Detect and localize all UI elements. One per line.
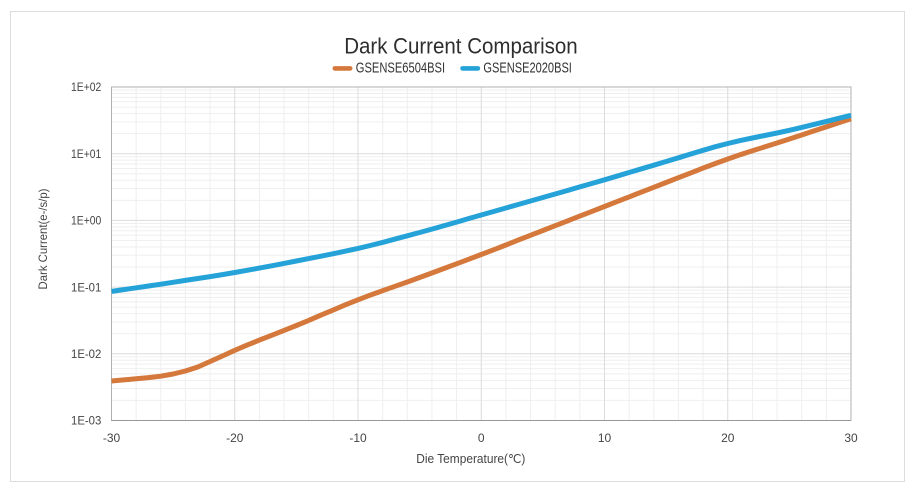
svg-text:-20: -20: [226, 431, 244, 445]
svg-text:1E+00: 1E+00: [71, 214, 102, 228]
svg-text:-10: -10: [349, 431, 367, 445]
svg-text:0: 0: [478, 431, 485, 445]
svg-text:-30: -30: [103, 431, 121, 445]
svg-text:1E-01: 1E-01: [71, 280, 102, 294]
svg-text:GSENSE6504BSI: GSENSE6504BSI: [356, 60, 445, 76]
svg-text:20: 20: [721, 431, 735, 445]
svg-text:1E+02: 1E+02: [71, 80, 102, 94]
svg-text:Die Temperature(℃): Die Temperature(℃): [416, 452, 525, 466]
svg-text:1E+01: 1E+01: [71, 147, 102, 161]
svg-text:10: 10: [598, 431, 612, 445]
svg-text:1E-03: 1E-03: [71, 414, 102, 428]
svg-text:GSENSE2020BSI: GSENSE2020BSI: [483, 60, 572, 76]
svg-text:1E-02: 1E-02: [71, 347, 102, 361]
svg-text:Dark Current(e-/s/p): Dark Current(e-/s/p): [36, 189, 50, 290]
svg-text:30: 30: [844, 431, 858, 445]
svg-text:Dark Current Comparison: Dark Current Comparison: [344, 33, 578, 58]
